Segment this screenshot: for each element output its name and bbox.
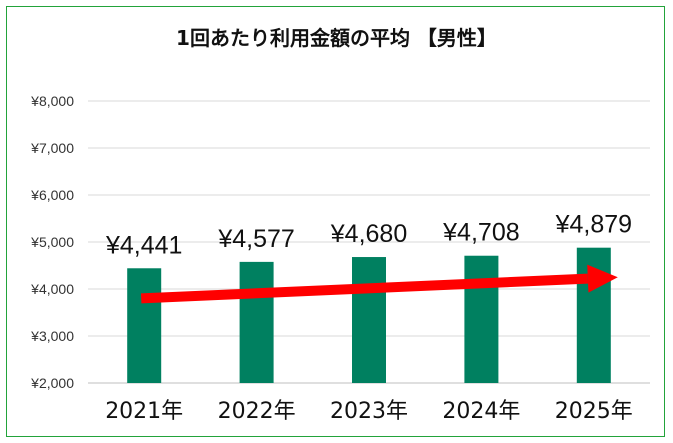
y-tick-label: ¥8,000 <box>30 93 74 109</box>
chart-title: 1回あたり利用金額の平均 【男性】 <box>176 26 497 50</box>
trend-arrow-head <box>587 264 618 293</box>
chart-frame <box>6 6 665 437</box>
data-label: ¥4,680 <box>330 220 407 248</box>
y-tick-label: ¥2,000 <box>30 375 74 391</box>
data-label: ¥4,441 <box>105 231 182 259</box>
trend-arrow-shaft <box>140 273 589 304</box>
x-tick-label: 2022年 <box>218 399 296 424</box>
y-tick-label: ¥5,000 <box>30 234 74 250</box>
data-label: ¥4,879 <box>555 211 632 239</box>
bar <box>352 257 386 383</box>
bar <box>127 268 162 383</box>
y-tick-label: ¥3,000 <box>30 328 74 344</box>
y-tick-label: ¥4,000 <box>30 281 74 297</box>
x-tick-label: 2025年 <box>555 399 633 424</box>
data-label: ¥4,708 <box>442 219 519 247</box>
y-tick-label: ¥6,000 <box>30 187 74 203</box>
y-tick-label: ¥7,000 <box>30 140 74 156</box>
data-label: ¥4,577 <box>217 225 294 253</box>
x-tick-label: 2024年 <box>442 399 520 424</box>
bar <box>239 261 274 383</box>
x-tick-label: 2021年 <box>105 399 183 424</box>
bar <box>464 255 499 383</box>
x-tick-label: 2023年 <box>330 399 408 424</box>
